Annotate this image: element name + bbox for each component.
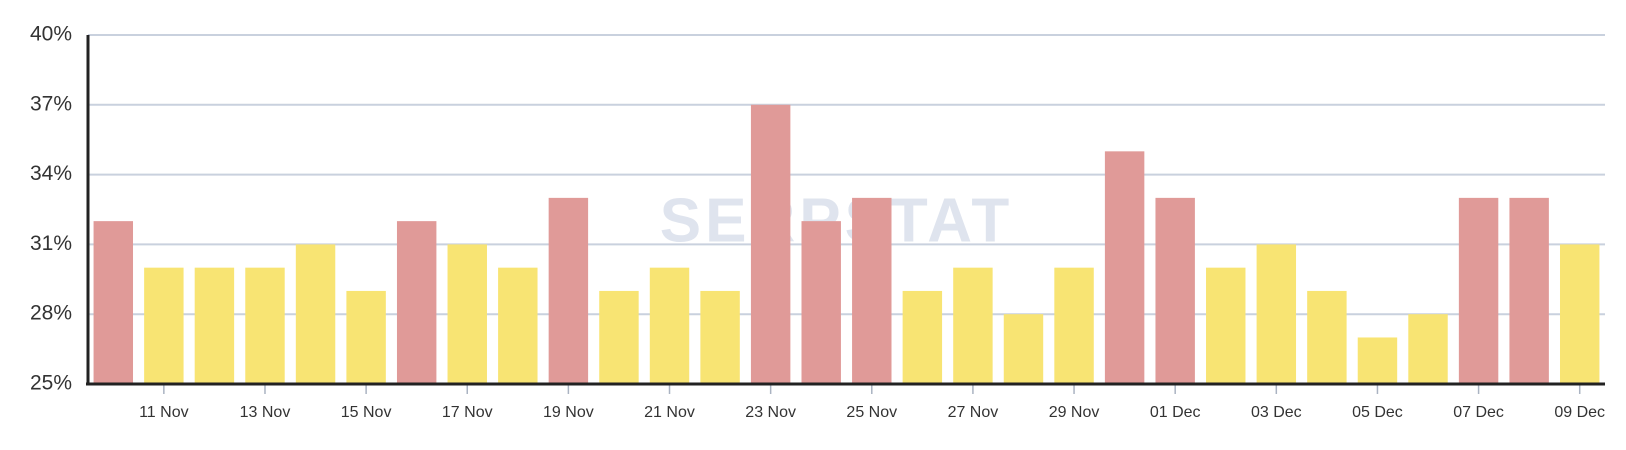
bar [498, 267, 538, 384]
bar [548, 197, 589, 384]
x-tick-label: 25 Nov [846, 404, 897, 421]
x-tick-label: 07 Dec [1453, 404, 1504, 421]
bar [649, 267, 690, 384]
x-tick-label: 27 Nov [948, 404, 999, 421]
x-tick-label: 23 Nov [745, 404, 796, 421]
bar [93, 221, 134, 384]
bar [750, 104, 791, 385]
y-tick-label: 28% [30, 302, 72, 325]
bar [700, 290, 740, 384]
bar [1458, 197, 1499, 384]
bar [801, 221, 841, 384]
y-tick-label: 34% [30, 162, 72, 185]
x-tick-label: 01 Dec [1150, 404, 1201, 421]
x-tick-label: 03 Dec [1251, 404, 1302, 421]
bar [194, 267, 235, 384]
bar [902, 290, 943, 384]
bar [447, 244, 487, 384]
x-tick-label: 17 Nov [442, 404, 493, 421]
bar [1357, 337, 1398, 384]
bar [852, 197, 892, 384]
bar [245, 267, 285, 384]
bar [1054, 267, 1094, 384]
bar [1307, 290, 1347, 384]
bar [1509, 197, 1549, 384]
x-tick-label: 13 Nov [240, 404, 291, 421]
y-tick-label: 40% [30, 23, 72, 46]
bar [295, 244, 336, 384]
bar [1206, 267, 1246, 384]
bar [953, 267, 993, 384]
bar [144, 267, 184, 384]
y-tick-label: 37% [30, 92, 72, 115]
y-tick-label: 31% [30, 232, 72, 255]
x-tick-label: 05 Dec [1352, 404, 1403, 421]
bar [1408, 314, 1448, 384]
bar [599, 290, 639, 384]
x-tick-label: 15 Nov [341, 404, 392, 421]
x-tick-label: 21 Nov [644, 404, 695, 421]
y-tick-label: 25% [30, 372, 72, 395]
x-tick-label: 19 Nov [543, 404, 594, 421]
x-tick-label: 11 Nov [139, 404, 189, 421]
bar [1155, 197, 1195, 384]
bar [1104, 151, 1145, 384]
x-tick-label: 29 Nov [1049, 404, 1100, 421]
bar [396, 221, 437, 384]
bar [1256, 244, 1297, 384]
bar [346, 290, 386, 384]
x-tick-label: 09 Dec [1554, 404, 1605, 421]
bar [1003, 314, 1044, 384]
bar [1559, 244, 1600, 384]
